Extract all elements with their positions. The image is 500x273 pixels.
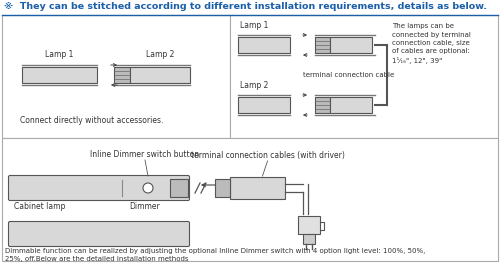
Text: Inline Dimmer switch button: Inline Dimmer switch button [90, 150, 200, 159]
FancyBboxPatch shape [8, 176, 190, 200]
Text: terminal connection cables (with driver): terminal connection cables (with driver) [190, 151, 344, 160]
Bar [238, 97, 290, 113]
Text: Lamp 2: Lamp 2 [146, 50, 174, 59]
Bar [2, 138, 498, 261]
Text: terminal connection cable: terminal connection cable [303, 72, 394, 78]
Bar [315, 97, 330, 113]
Text: Cabinet lamp: Cabinet lamp [14, 202, 66, 211]
Bar [2, 15, 230, 138]
Text: Dimmable function can be realized by adjusting the optional Inline Dimmer switch: Dimmable function can be realized by adj… [5, 248, 426, 262]
Bar [230, 177, 285, 199]
Bar [22, 67, 97, 83]
Bar [170, 179, 188, 197]
Bar [330, 97, 372, 113]
Circle shape [143, 183, 153, 193]
Text: Lamp 1: Lamp 1 [46, 50, 74, 59]
Text: Lamp 1: Lamp 1 [240, 21, 268, 30]
Bar [130, 67, 190, 83]
Bar [330, 37, 372, 53]
Text: Dimmer: Dimmer [130, 202, 160, 211]
Bar [215, 179, 230, 197]
Bar [114, 67, 130, 83]
Bar [298, 216, 320, 234]
Text: Lamp 2: Lamp 2 [240, 81, 268, 90]
Text: Connect directly without accessories.: Connect directly without accessories. [20, 116, 164, 125]
FancyBboxPatch shape [8, 221, 190, 247]
Bar [238, 37, 290, 53]
Text: ※  They can be stitched according to different installation requirements, detail: ※ They can be stitched according to diff… [4, 2, 487, 11]
Bar [315, 37, 330, 53]
Bar [230, 15, 498, 138]
Text: The lamps can be
connected by terminal
connection cable, size
of cables are opti: The lamps can be connected by terminal c… [392, 23, 471, 64]
Bar [303, 234, 315, 244]
